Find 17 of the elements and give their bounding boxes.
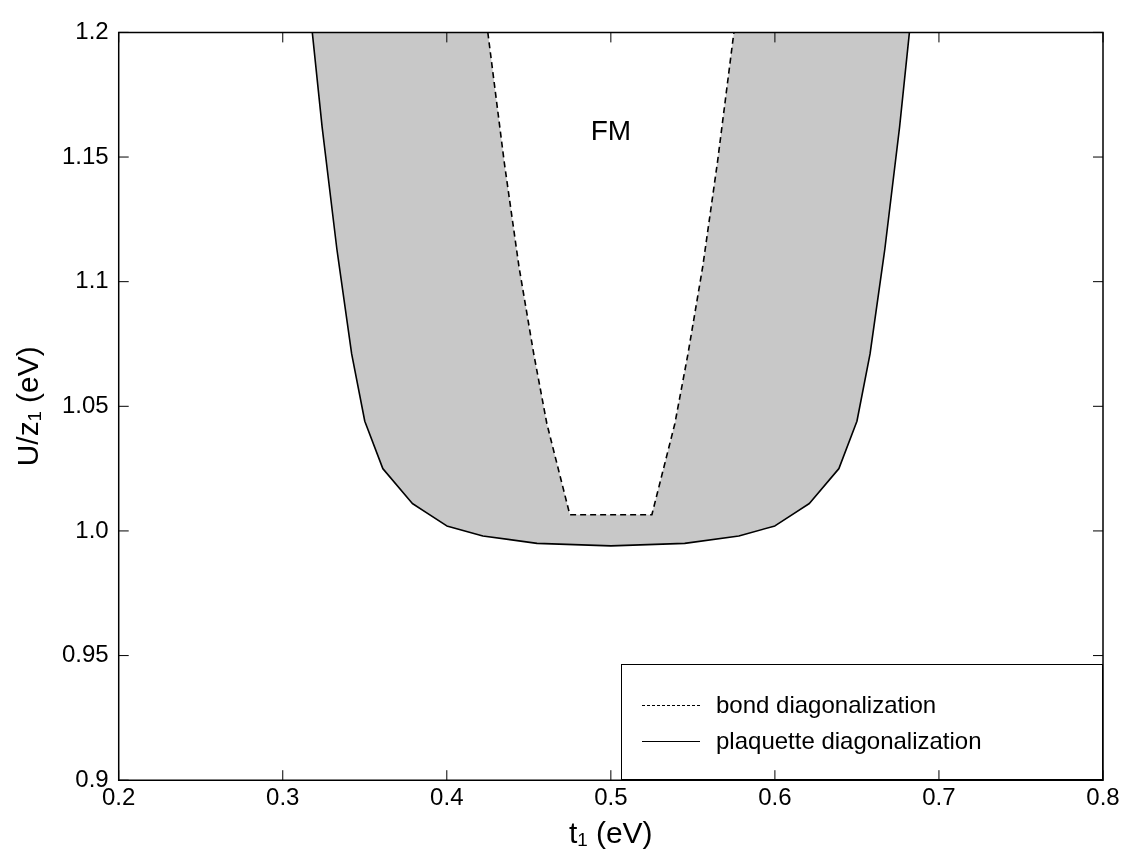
y-tick-label: 0.95 xyxy=(61,640,109,668)
x-tick-label: 0.8 xyxy=(1086,783,1120,811)
x-tick-label: 0.7 xyxy=(922,783,956,811)
y-tick-label: 1.15 xyxy=(61,141,109,169)
legend-label: bond diagonalization xyxy=(716,691,937,720)
y-axis-title: U/z₁ (eV) xyxy=(11,346,45,467)
x-tick-label: 0.4 xyxy=(430,783,464,811)
x-tick-label: 0.5 xyxy=(594,783,628,811)
y-tick-label: 1.1 xyxy=(75,266,109,294)
x-tick-label: 0.3 xyxy=(266,783,300,811)
y-tick-label: 1.05 xyxy=(61,390,109,418)
legend-label: plaquette diagonalization xyxy=(716,727,982,756)
x-axis-title: t₁ (eV) xyxy=(569,816,653,850)
y-tick-label: 1.2 xyxy=(75,17,109,45)
annotation: FM xyxy=(590,115,632,147)
y-tick-label: 1.0 xyxy=(75,515,109,543)
x-tick-label: 0.6 xyxy=(758,783,792,811)
